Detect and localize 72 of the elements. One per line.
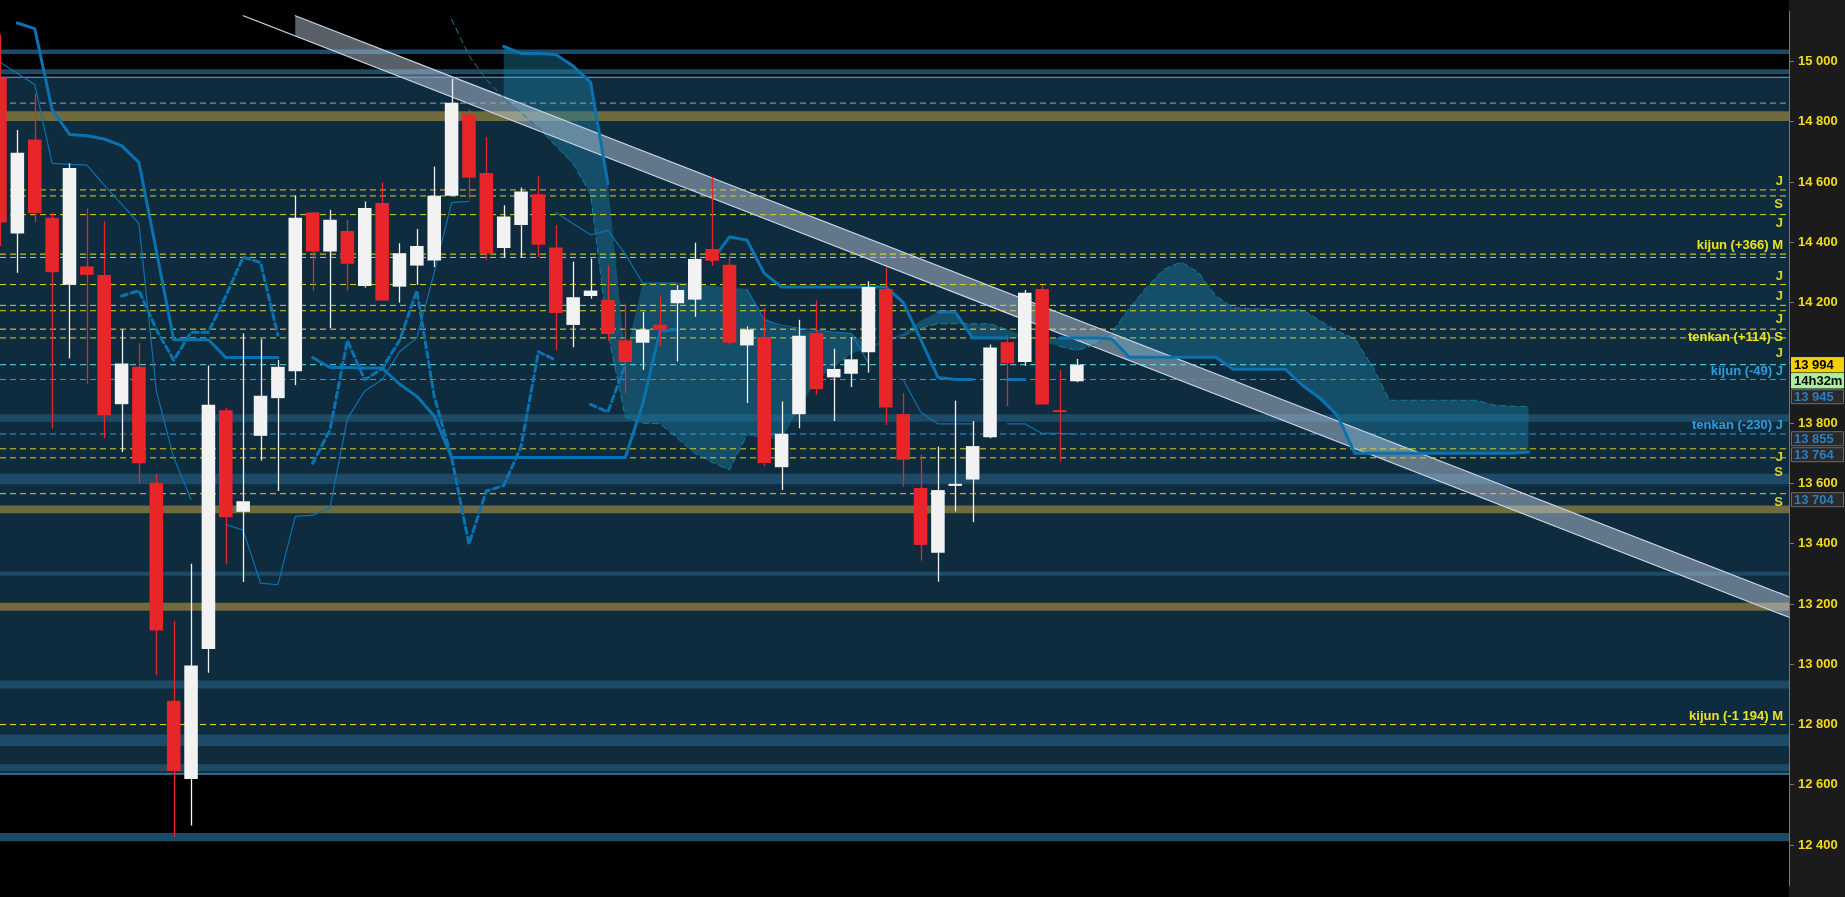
y-tick-label: 14 800 — [1798, 113, 1838, 129]
candlestick — [392, 242, 407, 304]
ref-line-label: J — [1775, 214, 1783, 230]
ref-line-label: tenkan (-230) J — [1691, 417, 1784, 433]
ref-line-label: kijun (+366) M — [1696, 237, 1783, 253]
candlestick — [601, 264, 615, 342]
ref-line-label: J — [1775, 288, 1783, 304]
candlestick — [45, 211, 59, 430]
text: 14h32m — [1794, 372, 1843, 388]
candlestick — [931, 446, 945, 583]
ref-line-label: J — [1775, 267, 1783, 283]
candlestick — [375, 181, 389, 302]
y-tick-label: 12 800 — [1798, 716, 1838, 732]
y-tick-label: 13 000 — [1798, 655, 1838, 671]
candlestick — [427, 166, 441, 268]
ref-line-label: kijun (-49) J — [1710, 362, 1784, 378]
candlestick — [705, 176, 719, 267]
candlestick — [323, 209, 337, 329]
candlestick — [514, 186, 528, 258]
ref-line-label: J — [1775, 448, 1783, 464]
candlestick — [549, 224, 563, 351]
text: 13 994 — [1794, 356, 1835, 372]
y-tick-label: 12 600 — [1798, 776, 1838, 792]
candlestick — [635, 311, 650, 371]
y-tick-label: 13 600 — [1798, 475, 1838, 491]
text: 13 704 — [1794, 491, 1835, 507]
y-tick-label: 15 000 — [1798, 53, 1838, 69]
candlestick — [132, 342, 146, 485]
candlestick — [1017, 289, 1032, 367]
candlestick — [80, 207, 94, 385]
candlestick — [687, 242, 702, 318]
candlestick — [97, 220, 111, 439]
candlestick — [1070, 358, 1084, 383]
ref-line-label: J — [1775, 172, 1783, 188]
y-tick-label: 14 600 — [1798, 173, 1838, 189]
ref-line-label: tenkan (+114) S — [1687, 329, 1784, 345]
candlestick — [792, 319, 806, 429]
candlestick — [462, 108, 476, 200]
y-tick-label: 12 400 — [1798, 836, 1838, 852]
candlestick — [236, 332, 250, 583]
y-tick-label: 14 200 — [1798, 294, 1838, 310]
ref-line-label: S — [1774, 463, 1784, 479]
ref-line-label: kijun (-1 194) M — [1689, 707, 1784, 723]
y-tick-label: 13 200 — [1798, 595, 1838, 611]
candlestick — [757, 307, 772, 467]
ref-line-label: J — [1775, 344, 1783, 360]
ref-line-label: J — [1775, 310, 1783, 326]
candlestick — [410, 228, 424, 286]
candlestick — [288, 194, 303, 386]
text: 13 764 — [1794, 446, 1835, 462]
candlestick — [27, 93, 42, 224]
candlestick — [1035, 284, 1049, 406]
candlestick — [219, 406, 233, 565]
text: 13 855 — [1794, 430, 1834, 446]
candlestick — [184, 562, 198, 827]
candlestick — [618, 302, 633, 394]
candlestick — [896, 392, 910, 488]
candlestick — [740, 325, 754, 404]
candlestick — [357, 200, 372, 289]
y-tick-label: 13 400 — [1798, 535, 1838, 551]
candlestick — [879, 266, 893, 426]
text: 13 945 — [1794, 388, 1834, 404]
candlestick — [496, 204, 511, 258]
candlestick — [271, 359, 285, 492]
candlestick — [566, 260, 580, 348]
candlestick — [965, 420, 980, 523]
ref-line-label: S — [1774, 196, 1784, 212]
ref-line-label: S — [1774, 493, 1784, 509]
candlestick — [983, 343, 997, 439]
candlestick — [844, 336, 858, 388]
y-tick-label: 13 800 — [1798, 414, 1838, 430]
y-tick-label: 14 400 — [1798, 233, 1838, 249]
